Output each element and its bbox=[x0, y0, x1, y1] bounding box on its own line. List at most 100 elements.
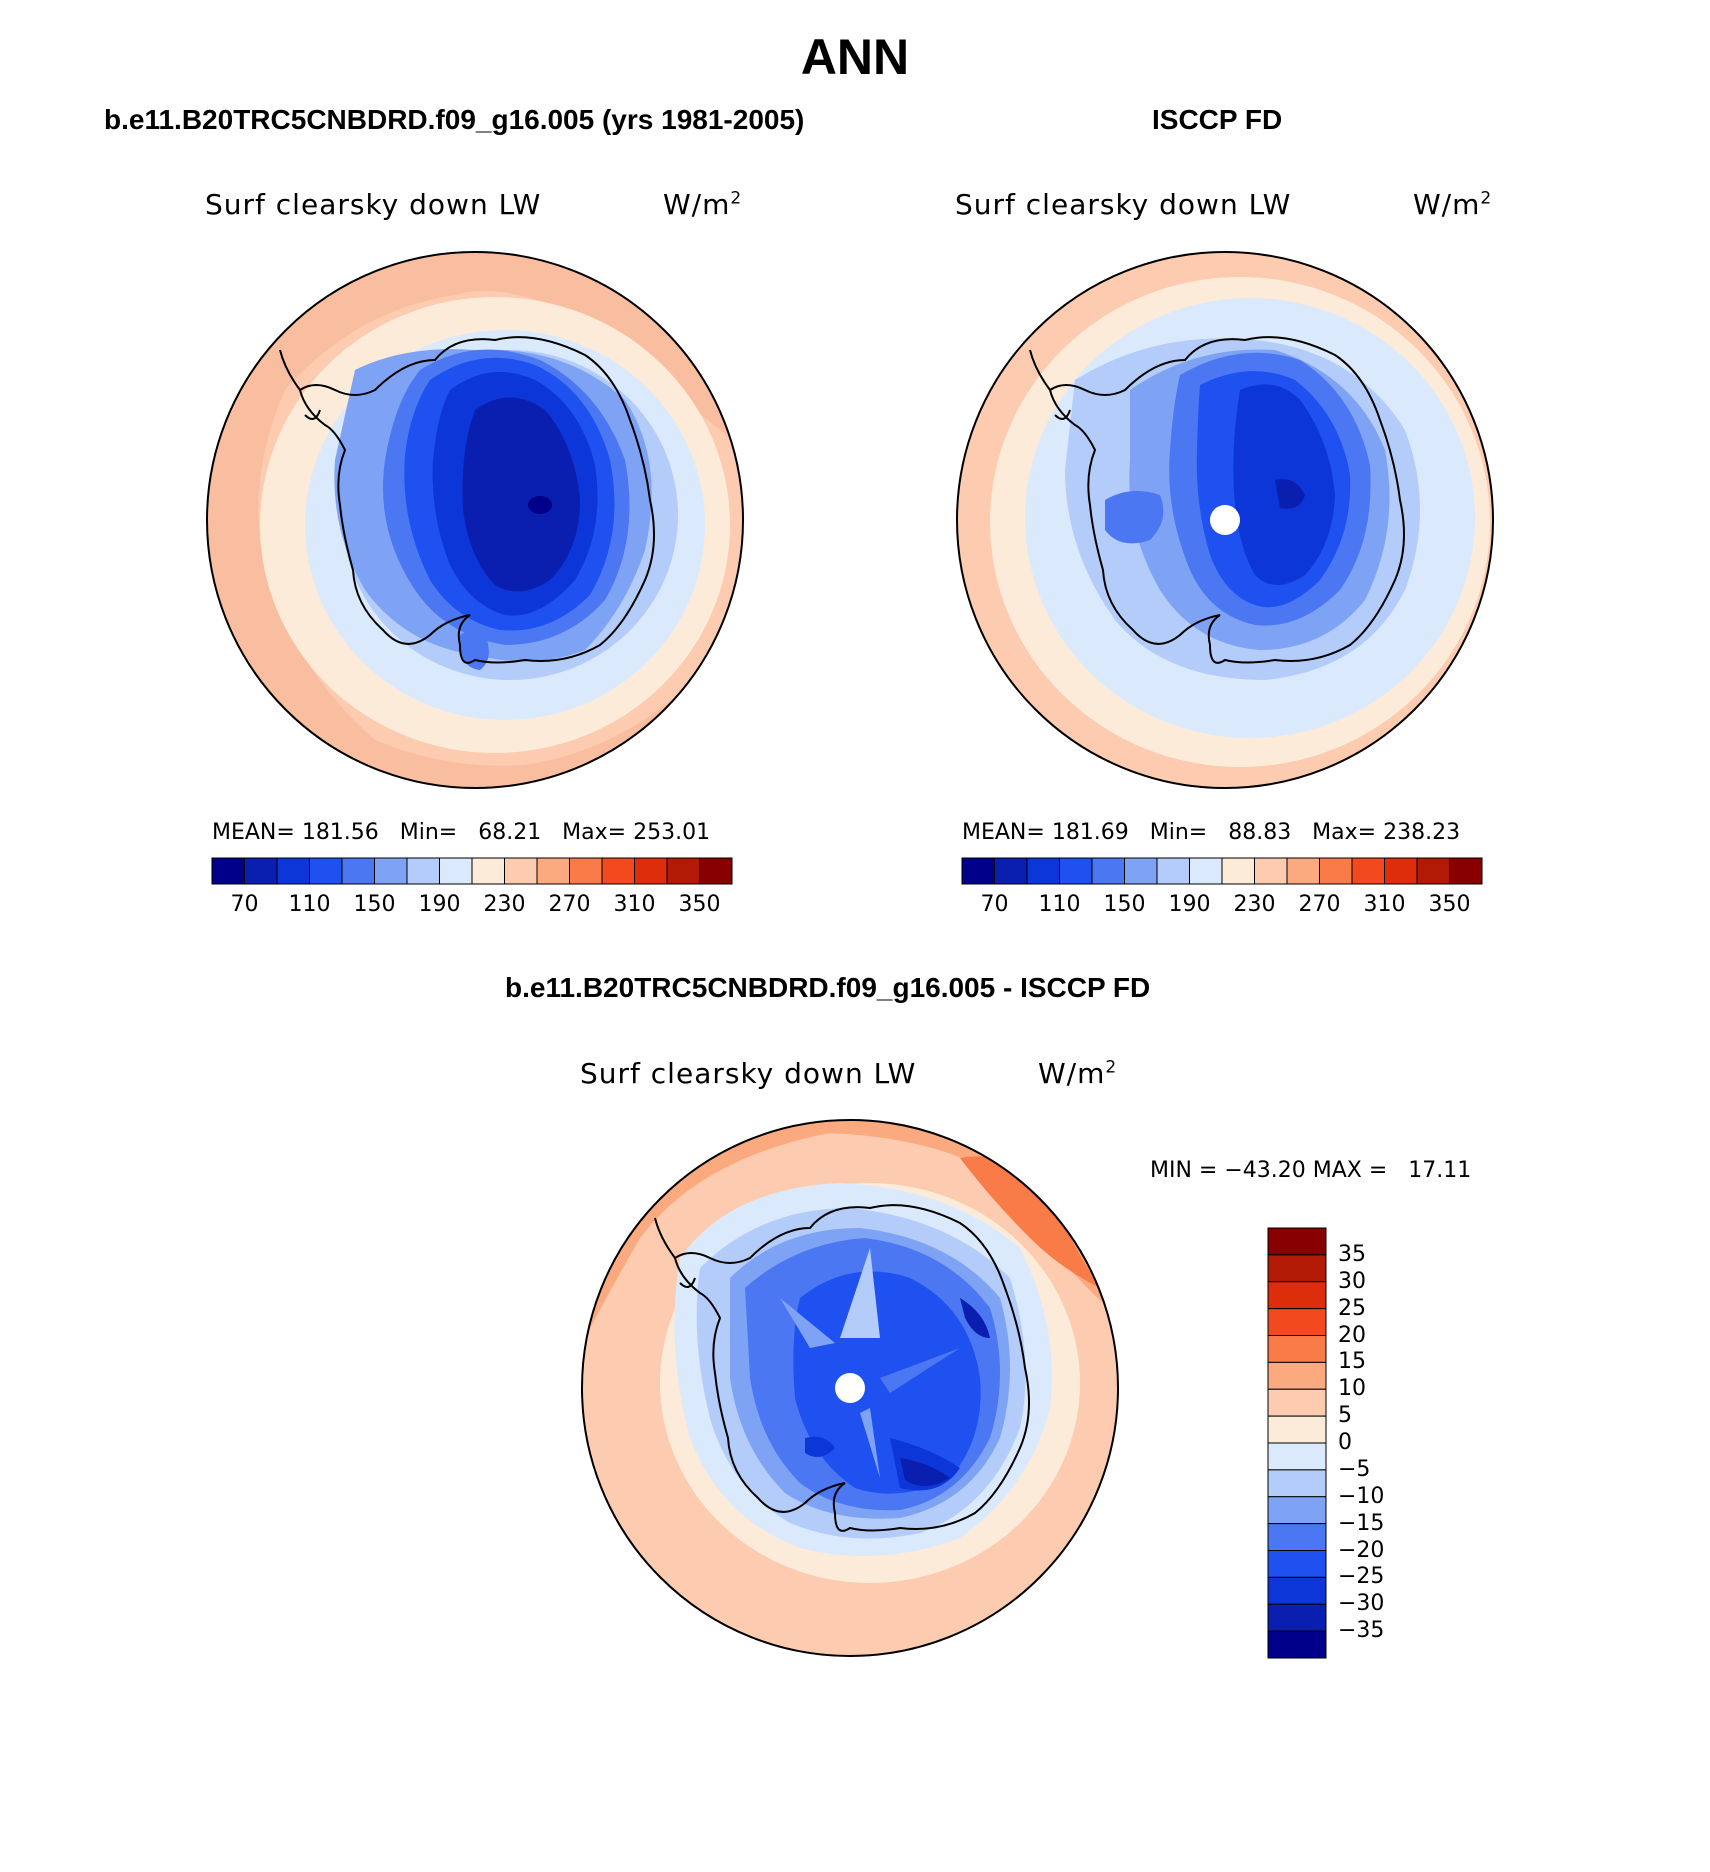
colorbar-cell bbox=[1267, 1576, 1327, 1605]
colorbar-tick-label: −25 bbox=[1338, 1564, 1385, 1590]
colorbar-tick-label: 350 bbox=[1428, 892, 1471, 917]
colorbar-cell bbox=[309, 857, 343, 885]
colorbar-cell bbox=[1267, 1335, 1327, 1363]
units-exponent: 2 bbox=[1480, 188, 1493, 209]
colorbar-tick-label: 150 bbox=[353, 892, 396, 917]
colorbar-cell bbox=[1449, 857, 1483, 885]
colorbar-tick-label: −10 bbox=[1338, 1483, 1385, 1509]
colorbar-cell bbox=[406, 857, 440, 885]
colorbar-cell bbox=[1221, 857, 1255, 885]
colorbar-cell bbox=[1267, 1388, 1327, 1417]
colorbar-cell bbox=[1189, 857, 1223, 885]
panel-obs-units: W/m2 bbox=[1413, 188, 1492, 221]
colorbar-cell bbox=[1059, 857, 1093, 885]
colorbar-cell bbox=[601, 857, 635, 885]
colorbar-cell bbox=[244, 857, 278, 885]
colorbar-cell bbox=[341, 857, 375, 885]
colorbar-model bbox=[211, 857, 733, 885]
colorbar-tick-label: 230 bbox=[1233, 892, 1276, 917]
colorbar-obs-labels: 70 110 150 190 230 270 310 350 bbox=[962, 892, 1482, 922]
colorbar-tick-label: −20 bbox=[1338, 1537, 1385, 1563]
colorbar-tick-label: 310 bbox=[1363, 892, 1406, 917]
colorbar-cell bbox=[1124, 857, 1158, 885]
colorbar-cell bbox=[569, 857, 603, 885]
colorbar-tick-label: 0 bbox=[1338, 1430, 1352, 1455]
panel-diff-stats: MIN = −43.20 MAX = 17.11 bbox=[1150, 1158, 1472, 1183]
colorbar-cell bbox=[1267, 1442, 1327, 1471]
colorbar-tick-label: 30 bbox=[1338, 1268, 1366, 1294]
colorbar-cell bbox=[1384, 857, 1418, 885]
colorbar-cell bbox=[1416, 857, 1450, 885]
colorbar-tick-label: −30 bbox=[1338, 1591, 1385, 1617]
map-diff bbox=[581, 1119, 1119, 1657]
colorbar-tick-label: 110 bbox=[288, 892, 331, 917]
colorbar-tick-label: 5 bbox=[1338, 1403, 1352, 1429]
colorbar-cell bbox=[666, 857, 700, 885]
colorbar-tick-label: 70 bbox=[230, 892, 259, 917]
panel-model-units: W/m2 bbox=[663, 188, 742, 221]
panel-diff-units: W/m2 bbox=[1038, 1057, 1117, 1090]
colorbar-cell bbox=[1267, 1630, 1327, 1659]
colorbar-tick-label: 310 bbox=[613, 892, 656, 917]
map-model bbox=[206, 251, 744, 789]
colorbar-cell bbox=[1351, 857, 1385, 885]
panel-model-stats: MEAN= 181.56 Min= 68.21 Max= 253.01 bbox=[212, 820, 711, 845]
colorbar-tick-label: 15 bbox=[1338, 1349, 1366, 1375]
colorbar-cell bbox=[471, 857, 505, 885]
units-exponent: 2 bbox=[1105, 1057, 1118, 1078]
colorbar-cell bbox=[1267, 1254, 1327, 1283]
units-base: W/m bbox=[1038, 1057, 1106, 1090]
colorbar-cell bbox=[1267, 1308, 1327, 1336]
colorbar-tick-label: 150 bbox=[1103, 892, 1146, 917]
colorbar-tick-label: −35 bbox=[1338, 1618, 1385, 1644]
colorbar-cell bbox=[1254, 857, 1288, 885]
colorbar-tick-label: 190 bbox=[1168, 892, 1211, 917]
colorbar-cell bbox=[1267, 1603, 1327, 1632]
units-base: W/m bbox=[1413, 188, 1481, 221]
colorbar-cell bbox=[374, 857, 408, 885]
colorbar-tick-label: 110 bbox=[1038, 892, 1081, 917]
panel-obs-stats: MEAN= 181.69 Min= 88.83 Max= 238.23 bbox=[962, 820, 1461, 845]
colorbar-cell bbox=[439, 857, 473, 885]
map-obs bbox=[956, 251, 1494, 789]
panel-obs-variable: Surf clearsky down LW bbox=[955, 188, 1292, 221]
colorbar-cell bbox=[211, 857, 245, 885]
colorbar-model-labels: 70 110 150 190 230 270 310 350 bbox=[212, 892, 732, 922]
colorbar-cell bbox=[1267, 1523, 1327, 1551]
colorbar-cell bbox=[1267, 1415, 1327, 1444]
colorbar-tick-label: 190 bbox=[418, 892, 461, 917]
colorbar-cell bbox=[1267, 1227, 1327, 1256]
colorbar-tick-label: 270 bbox=[1298, 892, 1341, 917]
colorbar-cell bbox=[1267, 1550, 1327, 1578]
colorbar-cell bbox=[1267, 1281, 1327, 1310]
colorbar-tick-label: 25 bbox=[1338, 1295, 1366, 1321]
colorbar-tick-label: 20 bbox=[1338, 1322, 1366, 1348]
panel-diff-subtitle: b.e11.B20TRC5CNBDRD.f09_g16.005 - ISCCP … bbox=[505, 972, 1151, 1003]
colorbar-cell bbox=[1267, 1496, 1327, 1525]
colorbar-cell bbox=[634, 857, 668, 885]
colorbar-cell bbox=[994, 857, 1028, 885]
panel-model-variable: Surf clearsky down LW bbox=[205, 188, 542, 221]
panel-diff-variable: Surf clearsky down LW bbox=[580, 1057, 917, 1090]
colorbar-obs bbox=[961, 857, 1483, 885]
colorbar-tick-label: 10 bbox=[1338, 1376, 1366, 1402]
colorbar-tick-label: 70 bbox=[980, 892, 1009, 917]
colorbar-tick-label: −15 bbox=[1338, 1510, 1385, 1536]
colorbar-cell bbox=[1286, 857, 1320, 885]
colorbar-cell bbox=[961, 857, 995, 885]
colorbar-cell bbox=[1156, 857, 1190, 885]
colorbar-tick-label: 350 bbox=[678, 892, 721, 917]
figure-title: ANN bbox=[800, 29, 910, 85]
colorbar-tick-label: −5 bbox=[1338, 1456, 1371, 1482]
colorbar-cell bbox=[1267, 1469, 1327, 1498]
colorbar-tick-label: 270 bbox=[548, 892, 591, 917]
panel-model-subtitle: b.e11.B20TRC5CNBDRD.f09_g16.005 (yrs 198… bbox=[104, 104, 805, 135]
colorbar-cell bbox=[536, 857, 570, 885]
units-base: W/m bbox=[663, 188, 731, 221]
panel-obs-subtitle: ISCCP FD bbox=[1152, 104, 1283, 135]
colorbar-cell bbox=[699, 857, 733, 885]
units-exponent: 2 bbox=[730, 188, 743, 209]
colorbar-cell bbox=[1319, 857, 1353, 885]
colorbar-cell bbox=[1091, 857, 1125, 885]
colorbar-diff-labels: 35 30 25 20 15 10 5 0 −5 −10 −15 −20 −25 −30 −35 bbox=[1338, 1228, 1418, 1660]
